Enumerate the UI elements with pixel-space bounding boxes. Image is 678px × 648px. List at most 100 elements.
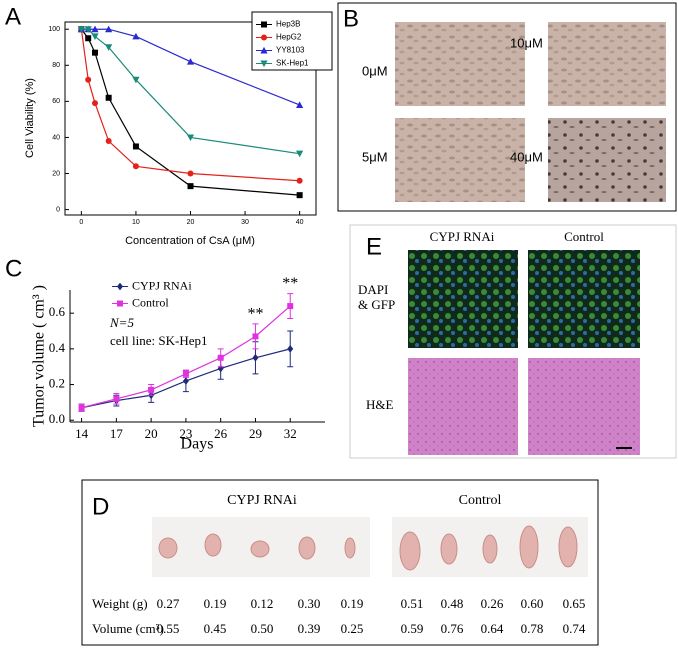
panel-label: C <box>5 255 22 282</box>
row-header: DAPI <box>358 282 388 297</box>
significance-label: ** <box>282 275 298 292</box>
annotation: N=5 <box>109 315 134 330</box>
table-cell: 0.60 <box>521 596 544 611</box>
marker <box>252 353 259 362</box>
marker <box>132 143 139 150</box>
row-header: & GFP <box>358 297 395 312</box>
x-tick-label: 0 <box>79 219 83 226</box>
y-tick-label: 0.6 <box>49 304 66 319</box>
marker <box>296 150 304 158</box>
tumor <box>344 537 356 559</box>
marker <box>186 58 195 65</box>
marker <box>182 370 189 377</box>
marker <box>85 35 92 42</box>
marker <box>148 386 155 393</box>
legend-label: HepG2 <box>276 33 302 42</box>
marker <box>260 46 268 54</box>
x-axis-label: Days <box>181 436 214 453</box>
marker <box>113 395 120 402</box>
column-header: CYPJ RNAi <box>430 229 495 244</box>
y-tick-label: 0.4 <box>49 340 66 355</box>
tumor <box>482 534 498 564</box>
micrograph <box>395 118 525 202</box>
micrograph <box>395 22 525 106</box>
table-cell: 0.12 <box>251 596 274 611</box>
marker <box>105 94 112 101</box>
marker <box>296 101 304 108</box>
table-cell: 0.65 <box>563 596 586 611</box>
legend-label: Control <box>132 295 169 309</box>
table-cell: 0.19 <box>341 596 364 611</box>
x-tick-label: 32 <box>284 426 297 441</box>
group-header: CYPJ RNAi <box>227 493 297 508</box>
x-tick-label: 40 <box>296 219 304 226</box>
tumor <box>399 531 421 571</box>
x-tick-label: 30 <box>241 219 249 226</box>
panel-frame <box>81 479 599 646</box>
table-cell: 0.25 <box>341 621 364 636</box>
y-tick-label: 60 <box>52 98 60 105</box>
table-cell: 0.74 <box>563 621 586 636</box>
legend-label: Hep3B <box>276 20 300 29</box>
marker <box>187 183 194 190</box>
x-tick-label: 23 <box>179 426 192 441</box>
x-tick-label: 14 <box>75 426 89 441</box>
y-tick-label: 80 <box>52 62 60 69</box>
x-tick-label: 29 <box>249 426 262 441</box>
tumor <box>298 536 316 560</box>
table-cell: 0.45 <box>204 621 227 636</box>
tumor <box>558 526 578 568</box>
y-tick-label: 20 <box>52 170 60 177</box>
x-tick-label: 10 <box>132 219 140 226</box>
panel-label: A <box>5 3 21 30</box>
marker <box>261 34 267 41</box>
legend-frame <box>251 11 333 71</box>
marker <box>260 60 268 68</box>
tumor <box>158 537 178 559</box>
micrograph <box>548 22 666 106</box>
tumor <box>519 525 539 569</box>
y-axis-label: Cell Viability (%) <box>24 78 36 158</box>
marker <box>287 344 294 353</box>
marker <box>105 138 112 145</box>
marker <box>132 76 140 84</box>
panel-label: E <box>366 233 382 260</box>
marker <box>78 404 85 411</box>
table-cell: 0.76 <box>441 621 464 636</box>
micrograph <box>528 358 640 455</box>
column-header: Control <box>564 229 604 244</box>
marker <box>217 354 224 361</box>
tumors <box>158 525 578 571</box>
x-axis-label: Concentration of CsA (μM) <box>125 235 255 247</box>
y-axis-label: Tumor volume ( cm³ ) <box>31 285 48 427</box>
panel-frame <box>337 2 677 212</box>
panel-label: B <box>343 5 359 32</box>
marker <box>91 25 99 33</box>
table-cell: 0.19 <box>204 596 227 611</box>
marker <box>261 21 267 28</box>
marker <box>182 377 189 385</box>
table-cell: 0.48 <box>441 596 464 611</box>
legend-label: SK-Hep1 <box>276 59 309 68</box>
panel-label: D <box>92 493 109 520</box>
y-tick-label: 0 <box>56 206 60 213</box>
marker <box>296 192 303 199</box>
marker <box>91 33 99 41</box>
dose-label: 5μM <box>362 149 388 164</box>
x-tick-label: 20 <box>187 219 195 226</box>
x-tick-label: 26 <box>214 426 228 441</box>
marker <box>84 26 92 33</box>
marker <box>287 303 294 310</box>
panel-frame <box>349 224 677 459</box>
micrograph <box>548 118 666 202</box>
marker <box>187 170 194 177</box>
y-tick-label: 100 <box>48 26 60 33</box>
marker <box>105 44 113 51</box>
dose-label: 0μM <box>362 63 388 78</box>
significance-label: ** <box>247 306 263 323</box>
row-label: Volume (cm³) <box>92 621 164 636</box>
marker <box>296 177 303 184</box>
micrograph <box>408 358 518 455</box>
table-cell: 0.55 <box>157 621 180 636</box>
